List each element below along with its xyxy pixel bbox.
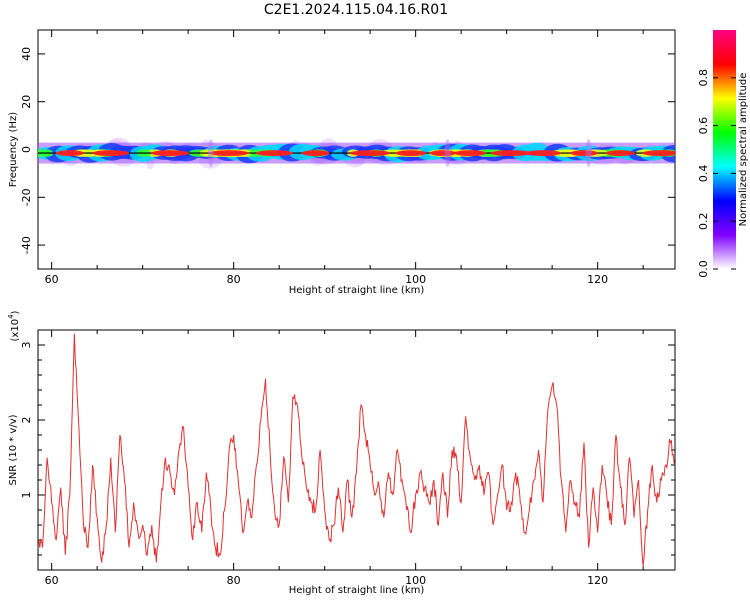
heatmap-x-axis-label: Height of straight line (km) xyxy=(289,285,425,296)
snr-y-axis-label: SNR (10 * v/v) xyxy=(8,414,19,485)
colorbar-tick-label: 0.2 xyxy=(697,212,710,230)
colorbar-scale xyxy=(713,30,736,269)
colorbar-label: Normalized spectral amplitude xyxy=(738,73,749,227)
heatmap-spike xyxy=(207,139,214,168)
heatmap-spike xyxy=(585,139,592,168)
heatmap-y-axis-label: Frequency (Hz) xyxy=(8,112,19,188)
snr-y-tick-label: 3 xyxy=(20,342,33,349)
heatmap-y-tick-label: -40 xyxy=(20,236,33,254)
heatmap-peak xyxy=(256,150,294,157)
snr-multiplier-exponent: 4 xyxy=(7,314,15,319)
heatmap-peak xyxy=(301,150,330,157)
heatmap-peak xyxy=(429,150,456,157)
snr-multiplier-close: ) xyxy=(10,310,21,314)
snr-x-tick-label: 100 xyxy=(405,574,426,587)
snr-series-line xyxy=(38,333,675,567)
chart-title: C2E1.2024.115.04.16.R01 xyxy=(263,2,449,18)
snr-y-tick-label: 1 xyxy=(20,492,33,499)
snr-multiplier-label: (x104) xyxy=(7,310,21,341)
heatmap-peak xyxy=(92,150,130,157)
snr-layer xyxy=(38,333,675,567)
snr-frame xyxy=(37,329,676,571)
snr-x-tick-label: 120 xyxy=(587,574,608,587)
heatmap-x-tick-label: 120 xyxy=(587,273,608,286)
heatmap-peak xyxy=(209,150,249,157)
heatmap-y-tick-label: 20 xyxy=(20,95,33,109)
heatmap-peak xyxy=(55,150,84,157)
snr-x-tick-label: 80 xyxy=(227,574,241,587)
heatmap-x-tick-label: 100 xyxy=(405,273,426,286)
snr-multiplier-base: (x10 xyxy=(10,319,21,342)
heatmap-peak xyxy=(454,150,487,157)
heatmap-peak xyxy=(605,150,635,157)
heatmap-y-tick-label: -20 xyxy=(20,188,33,206)
snr-x-axis-label: Height of straight line (km) xyxy=(289,585,425,596)
colorbar-tick-label: 0.8 xyxy=(697,69,710,87)
heatmap-x-tick-label: 60 xyxy=(45,273,59,286)
heatmap-peak xyxy=(525,150,562,157)
heatmap-y-tick-label: 0 xyxy=(20,146,33,153)
colorbar-tick-label: 0.0 xyxy=(697,260,710,278)
heatmap-peak xyxy=(350,150,391,157)
heatmap-peak xyxy=(642,150,675,157)
heatmap-peak xyxy=(570,150,598,157)
heatmap-y-tick-label: 40 xyxy=(20,47,33,61)
heatmap-peak xyxy=(150,150,189,157)
heatmap-peak xyxy=(395,150,427,157)
snr-y-tick-label: 2 xyxy=(20,417,33,424)
heatmap-x-tick-label: 80 xyxy=(227,273,241,286)
heatmap-spike xyxy=(444,139,451,168)
heatmap-peak xyxy=(490,150,532,157)
colorbar-tick-label: 0.6 xyxy=(697,117,710,135)
heatmap-layer xyxy=(38,137,675,170)
colorbar-tick-label: 0.4 xyxy=(697,165,710,183)
snr-x-tick-label: 60 xyxy=(45,574,59,587)
